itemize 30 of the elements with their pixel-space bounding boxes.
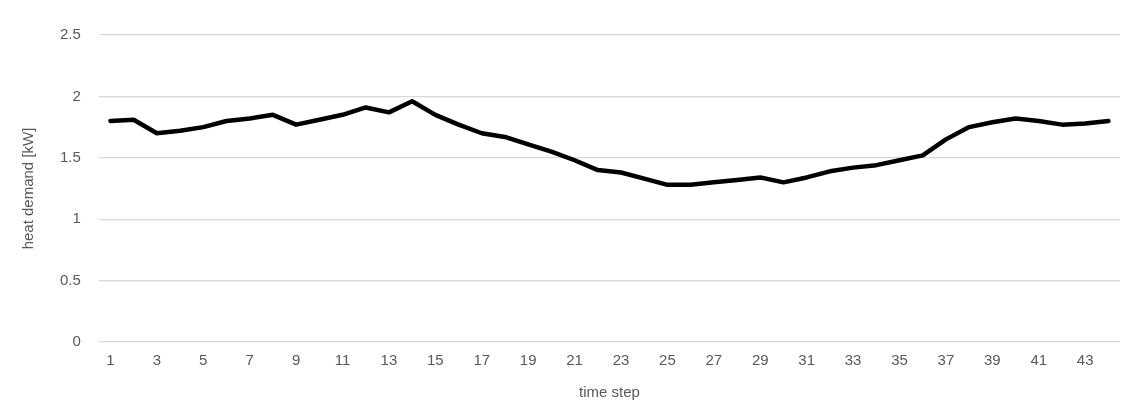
x-axis-title: time step bbox=[579, 383, 640, 401]
x-tick-label: 37 bbox=[937, 351, 955, 369]
x-tick-label: 7 bbox=[245, 351, 254, 369]
x-tick-label: 39 bbox=[984, 351, 1001, 369]
x-tick-label: 35 bbox=[891, 351, 908, 369]
x-tick-label: 27 bbox=[705, 351, 723, 369]
y-tick-label: 0 bbox=[72, 332, 81, 350]
x-tick-label: 11 bbox=[334, 351, 351, 369]
y-tick-label: 1 bbox=[72, 209, 81, 227]
x-tick-label: 3 bbox=[152, 351, 162, 369]
x-tick-label: 23 bbox=[612, 351, 630, 369]
y-axis-title: heat demand [kW] bbox=[19, 127, 37, 250]
y-tick-label: 2 bbox=[72, 86, 81, 104]
x-tick-label: 25 bbox=[659, 351, 676, 369]
x-tick-label: 31 bbox=[798, 351, 816, 369]
x-tick-label: 29 bbox=[751, 351, 769, 369]
x-tick-label: 33 bbox=[844, 351, 862, 369]
x-tick-label: 21 bbox=[566, 351, 583, 369]
x-tick-label: 15 bbox=[427, 351, 444, 369]
y-tick-label: 0.5 bbox=[59, 270, 81, 288]
y-tick-label: 1.5 bbox=[59, 147, 81, 165]
y-tick-label: 2.5 bbox=[59, 25, 81, 43]
x-tick-label: 5 bbox=[199, 351, 208, 369]
x-tick-label: 43 bbox=[1076, 351, 1094, 369]
x-tick-label: 9 bbox=[291, 351, 301, 369]
x-tick-label: 13 bbox=[380, 351, 398, 369]
x-tick-label: 19 bbox=[519, 351, 537, 369]
x-tick-label: 17 bbox=[473, 351, 491, 369]
x-tick-label: 41 bbox=[1030, 351, 1048, 369]
x-tick-label: 1 bbox=[106, 351, 115, 369]
